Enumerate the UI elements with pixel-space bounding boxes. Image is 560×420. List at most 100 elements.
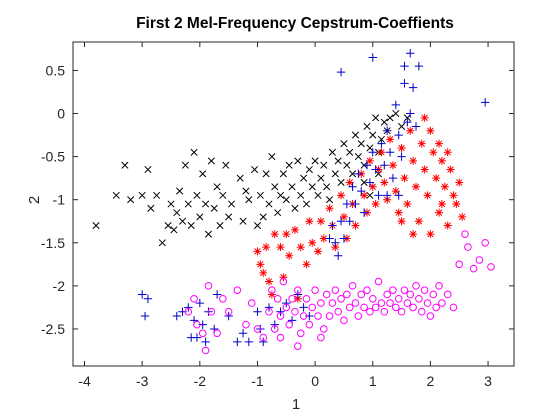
x-marker-point <box>181 161 189 169</box>
circle-marker-point <box>435 282 443 290</box>
x-tick-label: -2 <box>194 373 207 389</box>
x-marker-point <box>121 161 129 169</box>
circle-marker-point <box>345 303 354 312</box>
circle-marker-point <box>296 329 305 338</box>
x-marker-point <box>311 157 319 165</box>
circle-marker-point <box>193 320 201 329</box>
star-marker-point <box>371 200 380 208</box>
plus-marker-point <box>400 61 409 71</box>
plus-marker-point <box>333 251 343 260</box>
x-marker-point <box>210 204 218 212</box>
plus-marker-point <box>394 130 403 140</box>
circle-marker-point <box>340 316 348 325</box>
circle-marker-point <box>322 290 331 299</box>
star-marker-point <box>435 139 444 148</box>
x-marker-point <box>325 196 334 204</box>
chart-title: First 2 Mel-Frequency Cepstrum-Coeffient… <box>136 15 454 32</box>
star-marker-point <box>435 208 444 217</box>
circle-marker-point <box>377 299 386 307</box>
x-tick-label: 0 <box>311 373 319 389</box>
circle-marker-point <box>392 303 400 312</box>
plus-marker-point <box>282 298 291 308</box>
star-marker-point <box>316 217 325 226</box>
star-marker-point <box>368 182 377 191</box>
x-marker-point <box>288 183 296 191</box>
circle-marker-point <box>253 325 262 333</box>
star-marker-point <box>446 165 455 174</box>
x-marker-point <box>184 200 192 208</box>
plus-marker-point <box>224 311 233 321</box>
x-marker-point <box>285 161 293 169</box>
plus-marker-point <box>293 290 303 299</box>
circle-marker-point <box>331 286 340 294</box>
star-marker-point <box>391 187 400 196</box>
star-marker-point <box>406 126 415 135</box>
circle-marker-point <box>366 307 374 316</box>
circle-marker-point <box>374 277 383 286</box>
y-axis-ticks: 0.5 0 -0.5 -1 -1.5 -2 -2.5 <box>41 62 514 337</box>
plus-marker-point <box>233 337 242 347</box>
star-marker-point <box>397 143 406 152</box>
circle-marker-point <box>406 290 415 299</box>
star-marker-point <box>420 165 429 174</box>
circle-marker-point <box>475 256 484 264</box>
plot-area <box>73 42 514 366</box>
star-marker-point <box>267 290 276 299</box>
plus-marker-point <box>195 298 205 308</box>
star-marker-point <box>265 277 273 286</box>
circle-marker-point <box>285 320 293 329</box>
plus-marker-point <box>414 61 424 71</box>
circle-marker-point <box>337 294 345 303</box>
star-marker-point <box>443 221 452 230</box>
circle-marker-point <box>368 294 377 303</box>
x-marker-point <box>308 183 316 191</box>
circle-marker-point <box>242 320 250 329</box>
x-marker-point <box>366 191 374 199</box>
star-marker-point <box>409 230 418 239</box>
x-marker-point <box>227 200 236 208</box>
plus-marker-point <box>264 303 274 312</box>
circle-marker-point <box>383 290 391 299</box>
x-marker-point <box>302 200 311 208</box>
star-marker-point <box>394 208 403 217</box>
circle-marker-point <box>351 299 360 307</box>
plus-marker-point <box>299 303 308 312</box>
star-marker-point <box>437 156 446 165</box>
series-x-marker <box>92 109 411 247</box>
circle-marker-point <box>409 303 417 312</box>
plus-marker-point <box>212 290 222 299</box>
star-marker-point <box>437 200 446 208</box>
x-marker-point <box>242 187 250 195</box>
x-tick-label: -4 <box>78 373 91 389</box>
plus-marker-point <box>388 173 398 183</box>
x-marker-point <box>225 213 233 221</box>
plus-marker-point <box>238 329 248 338</box>
x-marker-point <box>363 122 371 131</box>
circle-marker-point <box>201 346 210 355</box>
y-tick-label: -2.5 <box>41 321 65 337</box>
circle-marker-point <box>317 299 325 307</box>
circle-marker-point <box>343 290 351 299</box>
x-marker-point <box>219 191 227 199</box>
x-marker-point <box>251 165 259 174</box>
x-marker-point <box>268 153 276 161</box>
star-marker-point <box>377 148 386 157</box>
x-marker-point <box>147 204 155 212</box>
circle-marker-point <box>438 299 446 307</box>
x-marker-point <box>222 161 230 169</box>
x-marker-point <box>202 200 210 208</box>
plus-marker-point <box>331 238 340 247</box>
star-marker-point <box>386 135 395 144</box>
plus-marker-point <box>400 79 409 88</box>
plus-marker-point <box>406 109 415 118</box>
circle-marker-point <box>314 312 322 320</box>
plus-marker-point <box>172 311 181 321</box>
star-marker-point <box>429 148 438 157</box>
star-marker-point <box>388 161 397 170</box>
circle-marker-point <box>224 307 233 316</box>
series-circle-marker <box>184 230 495 355</box>
circle-marker-point <box>247 299 256 307</box>
y-tick-label: -2 <box>53 278 66 294</box>
x-marker-point <box>259 213 267 221</box>
